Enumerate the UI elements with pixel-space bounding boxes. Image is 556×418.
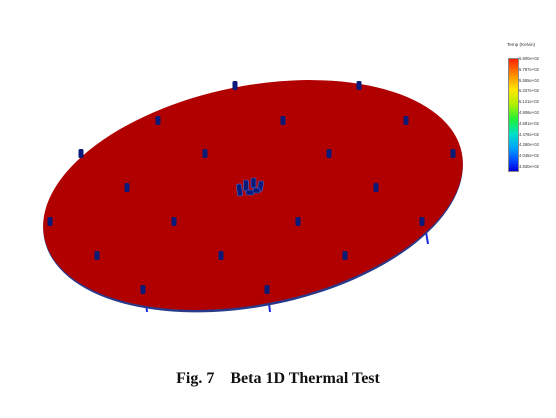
figure-caption-label: Fig. 7 xyxy=(176,370,215,387)
legend-tick-label: 4.906e+02 xyxy=(519,110,539,115)
temperature-legend: Temp (Kelvin) 5.900e+02 5.787e+02 5.555e… xyxy=(503,42,556,174)
sensor-marker xyxy=(236,183,243,197)
legend-tick-label: 4.476e+02 xyxy=(519,131,539,137)
sensor-marker xyxy=(232,81,238,90)
sensor-marker xyxy=(250,177,257,189)
figure-caption-title: Beta 1D Thermal Test xyxy=(230,370,380,387)
legend-tick-label: 4.045e+02 xyxy=(519,153,539,159)
sensor-marker xyxy=(171,217,177,226)
sensor-marker xyxy=(124,183,130,192)
legend-tick-label: 4.260e+02 xyxy=(519,142,539,148)
sensor-marker xyxy=(403,116,409,125)
legend-tick-label: 5.555e+02 xyxy=(519,77,539,83)
legend-tick-label: 3.830e+02 xyxy=(519,164,539,169)
sensor-marker xyxy=(78,149,84,158)
sensor-marker xyxy=(243,179,249,192)
sensor-marker xyxy=(218,251,224,260)
legend-color-bar xyxy=(508,58,519,172)
sensor-marker xyxy=(356,81,362,90)
sensor-marker xyxy=(264,285,270,294)
sensor-marker xyxy=(252,187,261,194)
legend-tick-labels: 5.900e+02 5.787e+02 5.555e+02 5.337e+02 … xyxy=(519,56,556,172)
thermal-plate-figure xyxy=(43,80,463,313)
sensor-marker xyxy=(140,285,146,294)
sensor-marker xyxy=(450,149,456,158)
legend-tick-label: 5.787e+02 xyxy=(519,66,539,72)
central-sensor-cluster xyxy=(236,177,264,197)
sensor-marker xyxy=(280,116,286,125)
legend-tick-label: 5.337e+02 xyxy=(519,88,539,94)
sensor-markers xyxy=(47,81,456,294)
legend-title: Temp (Kelvin) xyxy=(507,42,536,47)
sensor-marker xyxy=(419,217,425,226)
sensor-marker xyxy=(202,149,208,158)
legend-tick-label: 4.691e+02 xyxy=(519,120,539,126)
sensor-marker xyxy=(295,217,301,226)
figure-caption: Fig. 7 Beta 1D Thermal Test xyxy=(0,370,556,388)
sensor-marker xyxy=(342,251,348,260)
legend-tick-label: 5.900e+02 xyxy=(519,56,539,61)
sensor-marker xyxy=(155,116,161,125)
sensor-marker xyxy=(373,183,379,192)
sensor-marker xyxy=(94,251,100,260)
sensor-marker xyxy=(326,149,332,158)
sensor-marker xyxy=(47,217,53,226)
legend-tick-label: 5.121e+02 xyxy=(519,99,539,105)
